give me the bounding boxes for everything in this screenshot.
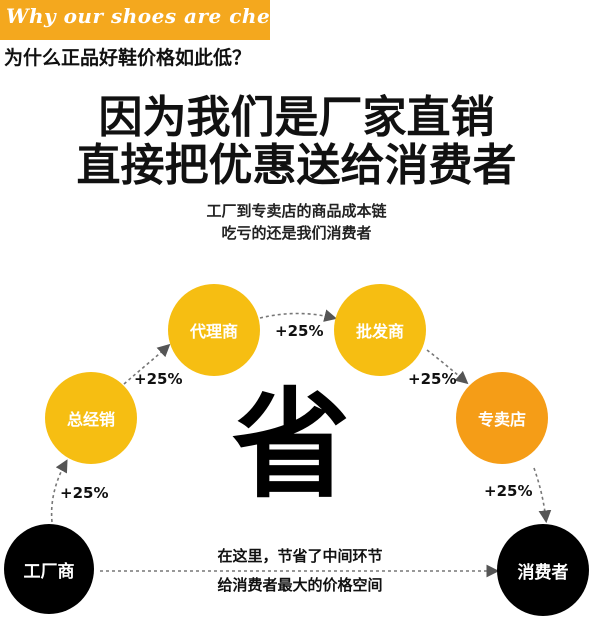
arrow-wholesaler-to-store — [426, 349, 469, 385]
arrow-factory-to-general — [50, 459, 68, 523]
markup-agent-to-wholesaler: +25% — [275, 322, 324, 340]
subline-line-1: 工厂到专卖店的商品成本链 — [206, 202, 387, 220]
note-line-2: 给消费者最大的价格空间 — [217, 576, 383, 594]
node-factory: 工厂商 — [4, 524, 94, 614]
tagline-text: Why our shoes are cheap? — [6, 4, 311, 28]
arrow-general-to-agent — [123, 343, 171, 385]
note-line-1: 在这里，节省了中间环节 — [217, 547, 383, 565]
headline-line-1: 因为我们是厂家直销 — [98, 92, 495, 143]
arrow-agent-to-wholesaler — [259, 309, 338, 322]
save-character: 省 — [232, 376, 351, 514]
headline-line-2: 直接把优惠送给消费者 — [76, 140, 517, 191]
question-text: 为什么正品好鞋价格如此低？ — [4, 47, 252, 69]
markup-factory-to-general: +25% — [60, 484, 109, 502]
node-agent: 代理商 — [168, 284, 260, 376]
subline-line-2: 吃亏的还是我们消费者 — [221, 224, 372, 242]
node-consumer: 消费者 — [497, 524, 589, 616]
node-wholesaler: 批发商 — [334, 284, 426, 376]
arrow-store-to-consumer — [533, 467, 552, 524]
markup-general-to-agent: +25% — [134, 370, 183, 388]
node-general-distributor: 总经销 — [45, 372, 137, 464]
markup-wholesaler-to-store: +25% — [408, 370, 457, 388]
node-store: 专卖店 — [456, 372, 548, 464]
markup-store-to-consumer: +25% — [484, 482, 533, 500]
tagline-banner: Why our shoes are cheap? — [0, 0, 310, 40]
